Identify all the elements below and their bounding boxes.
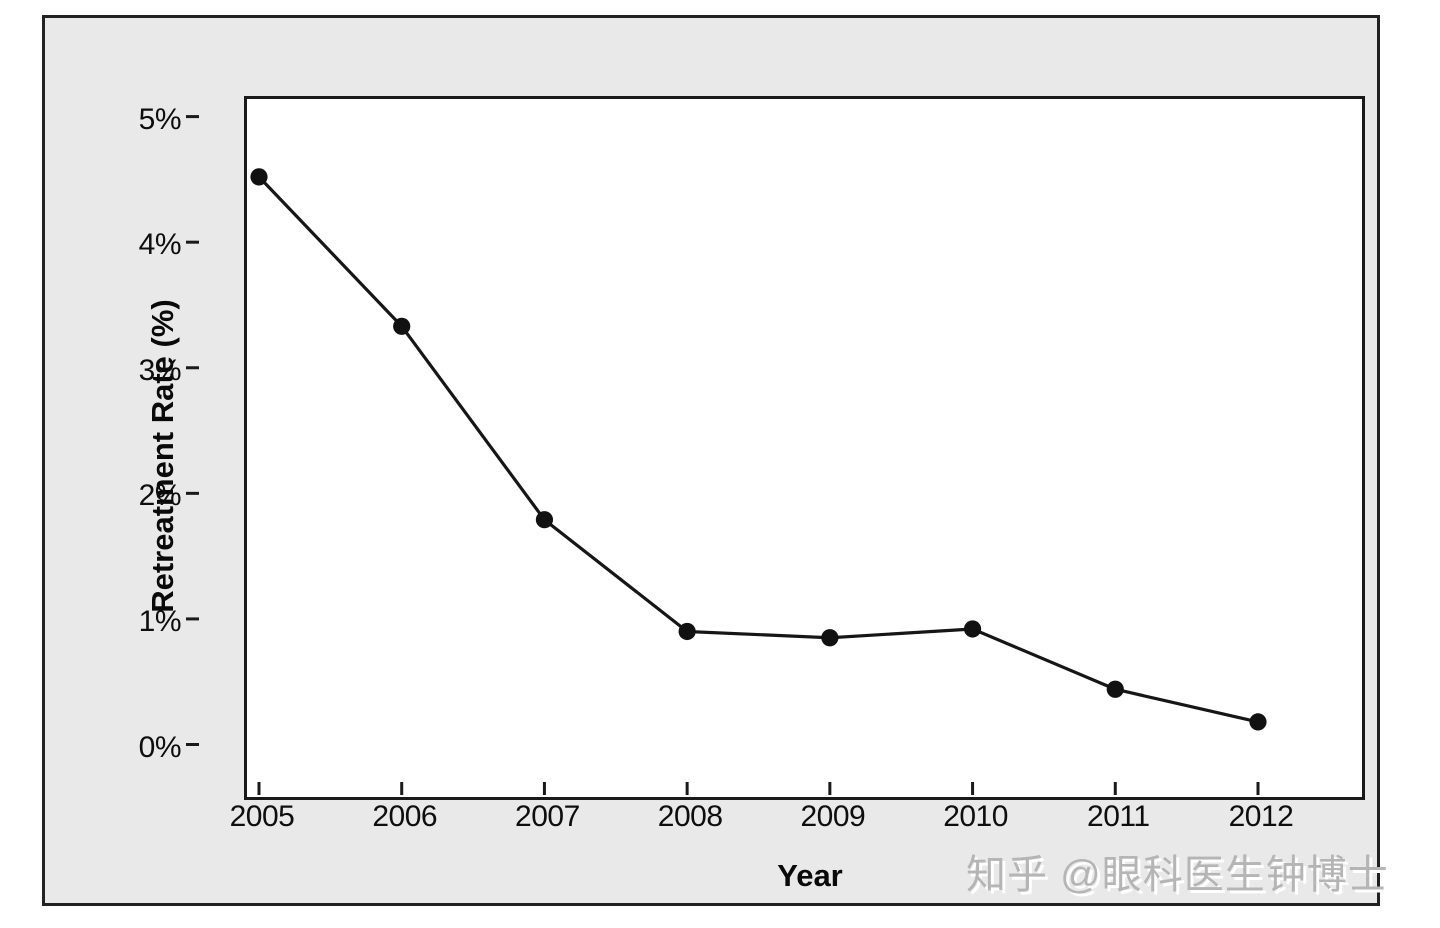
x-tick-label: 2012	[1228, 800, 1294, 833]
y-tick-label: 3%	[138, 353, 182, 387]
y-axis-title: Retreatment Rate (%)	[145, 299, 180, 613]
y-tick-label: 5%	[138, 102, 182, 136]
y-tick-label: 1%	[138, 604, 182, 638]
x-tick-label: 2008	[657, 800, 723, 833]
y-tick-label: 4%	[138, 228, 182, 262]
y-tick-label: 0%	[138, 730, 182, 764]
x-tick-label: 2009	[800, 800, 866, 833]
plot-area	[244, 96, 1365, 800]
y-tick-label: 2%	[138, 479, 182, 513]
chart-frame: Retreatment Rate (%) Year 0% 1% 2% 3% 4% 5% 2…	[42, 15, 1380, 906]
zhihu-watermark: 知乎 @眼科医生钟博士	[966, 853, 1389, 897]
x-tick-label: 2006	[372, 800, 438, 833]
x-tick-label: 2011	[1087, 800, 1150, 833]
x-axis-title: Year	[777, 858, 843, 893]
x-tick-label: 2010	[943, 800, 1008, 833]
x-tick-label: 2007	[515, 800, 580, 833]
x-tick-label: 2005	[229, 800, 295, 833]
